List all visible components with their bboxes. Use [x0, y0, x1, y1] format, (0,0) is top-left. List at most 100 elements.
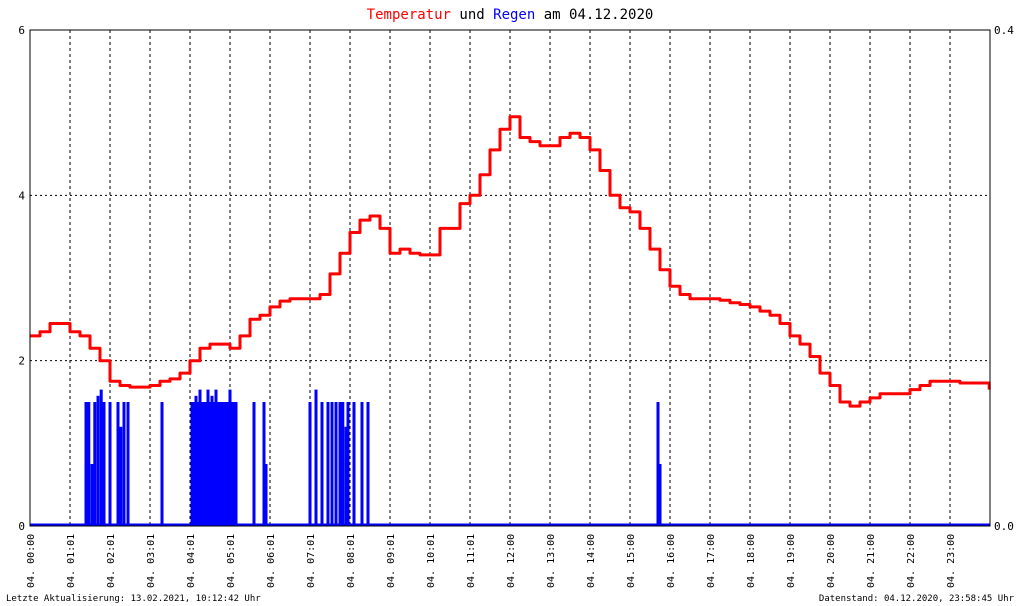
rain-bar [360, 402, 364, 526]
chart-title: Temperatur und Regen am 04.12.2020 [367, 7, 654, 23]
rain-bar [226, 402, 230, 526]
title-and: und [459, 7, 484, 23]
x-tick-label: 04. 10:01 [426, 534, 437, 588]
rain-bar [341, 402, 345, 526]
rain-bar [320, 402, 324, 526]
y-left-tick-label: 6 [18, 24, 25, 37]
rain-bar [198, 389, 202, 526]
rain-bar [352, 402, 356, 526]
rain-bar [194, 395, 198, 526]
footer-last-update: Letzte Aktualisierung: 13.02.2021, 10:12… [6, 594, 261, 604]
rain-bar [160, 402, 164, 526]
x-tick-label: 04. 13:00 [546, 534, 557, 588]
x-tick-label: 04. 20:00 [826, 534, 837, 588]
title-date: am 04.12.2020 [544, 7, 654, 23]
x-tick-label: 04. 19:00 [786, 534, 797, 588]
rain-bar [208, 402, 212, 526]
rain-bar [202, 402, 206, 526]
rain-bar [334, 402, 338, 526]
rain-bar [656, 402, 660, 526]
rain-bar [196, 402, 200, 526]
x-tick-label: 04. 17:00 [706, 534, 717, 588]
x-tick-label: 04. 23:00 [946, 534, 957, 588]
x-tick-label: 04. 12:00 [506, 534, 517, 588]
x-tick-label: 04. 15:00 [626, 534, 637, 588]
title-rain: Regen [493, 7, 535, 23]
x-tick-label: 04. 04:01 [186, 534, 197, 588]
rain-bar [214, 389, 218, 526]
rain-series [30, 389, 990, 527]
y-right-tick-label: 0.0 [994, 520, 1014, 533]
rain-bar [234, 402, 238, 526]
rain-bar [210, 395, 214, 526]
x-tick-label: 04. 21:00 [866, 534, 877, 588]
x-tick-label: 04. 08:01 [346, 534, 357, 588]
rain-bar [93, 402, 97, 526]
rain-bar [108, 402, 112, 526]
x-tick-label: 04. 09:01 [386, 534, 397, 588]
title-temperature: Temperatur [367, 7, 451, 23]
y-axis-left-ticks: 0 2 4 6 [18, 24, 25, 533]
x-tick-label: 04. 22:00 [906, 534, 917, 588]
x-tick-label: 04. 05:01 [226, 534, 237, 588]
x-tick-label: 04. 14:00 [586, 534, 597, 588]
x-tick-label: 04. 00:00 [26, 534, 37, 588]
rain-bar [190, 402, 194, 526]
rain-bar [220, 402, 224, 526]
x-tick-label: 04. 18:00 [746, 534, 757, 588]
temperature-series [30, 115, 991, 408]
rain-bar [344, 426, 348, 526]
x-tick-label: 04. 03:01 [146, 534, 157, 588]
rain-bar [264, 464, 268, 526]
rain-bar [102, 402, 106, 526]
rain-bar [262, 402, 266, 526]
rain-bar [658, 464, 662, 526]
rain-bar [224, 402, 228, 526]
y-left-tick-label: 2 [18, 355, 25, 368]
rain-bar [252, 402, 256, 526]
rain-bar [230, 402, 234, 526]
rain-bar [87, 402, 91, 526]
x-tick-label: 04. 16:00 [666, 534, 677, 588]
rain-bar [204, 402, 208, 526]
x-tick-label: 04. 07:01 [306, 534, 317, 588]
rain-bar [96, 395, 100, 526]
rain-bar [330, 402, 334, 526]
rain-bar [346, 402, 350, 526]
rain-bar [326, 402, 330, 526]
rain-bar [192, 402, 196, 526]
rain-bar [206, 389, 210, 526]
rain-bar [122, 402, 126, 526]
rain-bar [314, 389, 318, 526]
rain-bar [200, 402, 204, 526]
footer-data-status: Datenstand: 04.12.2020, 23:58:45 Uhr [819, 594, 1015, 604]
rain-bar [218, 402, 222, 526]
rain-bar [119, 426, 123, 526]
rain-bar [366, 402, 370, 526]
plot-frame [29, 29, 991, 527]
rain-bar [308, 402, 312, 526]
rain-bar [222, 402, 226, 526]
rain-bar [116, 402, 120, 526]
rain-bar [126, 402, 130, 526]
y-axis-right-ticks: 0.0 0.4 [994, 24, 1014, 533]
rain-bar [216, 402, 220, 526]
grid [30, 30, 990, 526]
x-tick-label: 04. 11:01 [466, 534, 477, 588]
rain-bar [84, 402, 88, 526]
y-left-tick-label: 4 [18, 189, 25, 202]
axes [29, 29, 991, 527]
temperature-line [30, 115, 991, 408]
x-axis-ticks: 04. 00:00 04. 01:01 04. 02:01 04. 03:01 04. … [26, 534, 957, 588]
rain-bar [212, 402, 216, 526]
rain-bar [228, 389, 232, 526]
y-right-tick-label: 0.4 [994, 24, 1014, 37]
y-left-tick-label: 0 [18, 520, 25, 533]
x-tick-label: 04. 02:01 [106, 534, 117, 588]
rain-bar [338, 402, 342, 526]
x-tick-label: 04. 01:01 [66, 534, 77, 588]
rain-bar [90, 464, 94, 526]
rain-bar [99, 389, 103, 526]
